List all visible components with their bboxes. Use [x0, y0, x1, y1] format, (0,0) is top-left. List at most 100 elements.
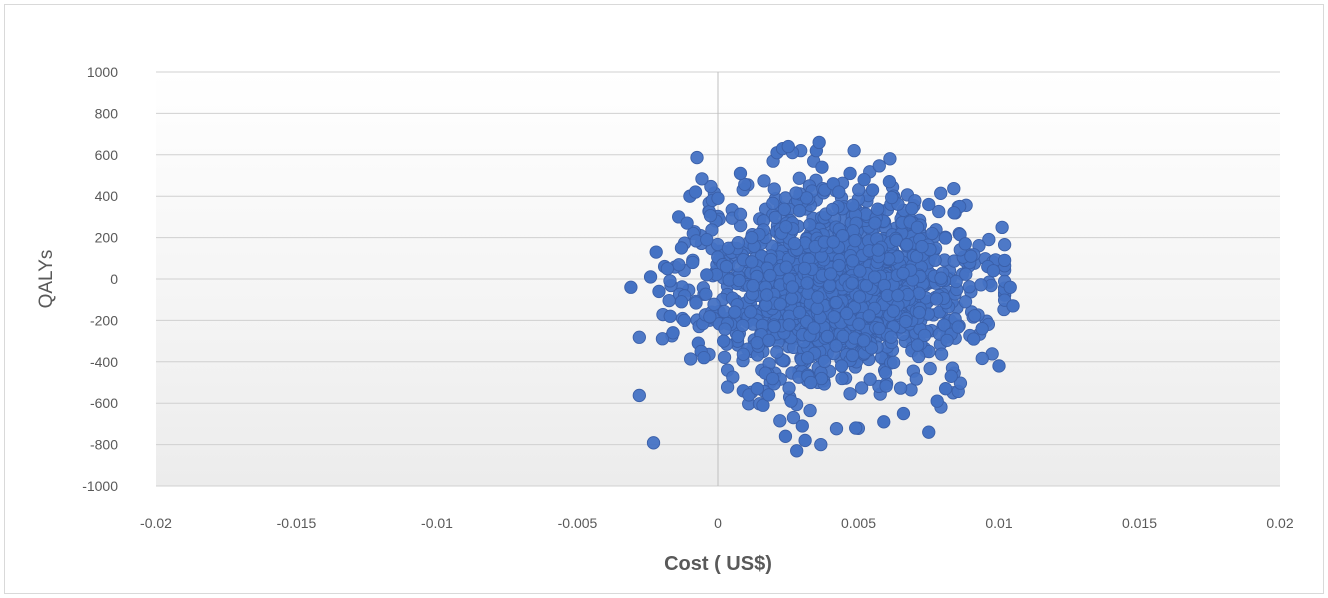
cloud-point — [982, 232, 996, 247]
data-point — [790, 444, 804, 458]
cloud-point — [695, 172, 709, 186]
y-tick-label: 0 — [110, 271, 118, 287]
cloud-point — [853, 264, 867, 278]
data-point — [792, 204, 807, 218]
data-points — [624, 135, 1020, 458]
cloud-point — [962, 280, 977, 294]
cloud-point — [646, 436, 661, 450]
data-point — [719, 259, 734, 274]
cloud-point — [947, 181, 961, 196]
cloud-point — [934, 347, 949, 361]
cloud-point — [959, 267, 973, 281]
cloud-point — [773, 414, 787, 428]
cloud-point — [703, 208, 718, 223]
y-axis-title: QALYs — [36, 250, 57, 309]
cloud-point — [792, 305, 807, 319]
data-point — [795, 419, 809, 433]
data-point — [711, 191, 725, 205]
data-point — [761, 388, 776, 402]
cloud-point — [997, 238, 1012, 252]
cloud-point — [847, 144, 861, 158]
cloud-point — [782, 318, 796, 332]
cloud-point — [925, 226, 939, 241]
cloud-point — [672, 258, 686, 272]
data-point — [750, 382, 764, 396]
data-point — [877, 415, 891, 429]
data-point — [652, 284, 666, 299]
data-point — [922, 197, 936, 212]
x-axis-title: Cost ( US$) — [664, 553, 772, 575]
cloud-point — [885, 190, 899, 205]
y-tick-label: -400 — [90, 354, 118, 370]
cloud-point — [762, 333, 776, 348]
data-point — [700, 233, 714, 247]
cloud-point — [811, 290, 825, 304]
cloud-point — [703, 310, 717, 324]
cloud-point — [704, 179, 718, 194]
cloud-point — [934, 186, 948, 200]
data-point — [857, 172, 871, 187]
data-point — [674, 241, 689, 255]
cloud-point — [810, 301, 824, 315]
data-point — [680, 216, 694, 230]
data-point — [975, 322, 989, 336]
cloud-point — [884, 330, 898, 344]
data-point — [660, 261, 675, 276]
cloud-point — [829, 339, 843, 353]
cloud-point — [803, 403, 817, 418]
cloud-point — [923, 361, 937, 376]
y-tick-label: 600 — [95, 147, 119, 163]
y-tick-label: -800 — [90, 437, 118, 453]
cloud-point — [817, 354, 832, 369]
cloud-point — [845, 254, 860, 268]
cloud-point — [825, 202, 840, 216]
cloud-point — [792, 171, 806, 185]
data-point — [756, 398, 770, 412]
cloud-point — [767, 182, 781, 196]
cloud-point — [900, 238, 914, 252]
data-point — [812, 135, 826, 150]
cloud-point — [720, 380, 735, 394]
x-tick-label: 0.005 — [841, 515, 876, 531]
data-point — [967, 332, 981, 346]
cloud-point — [785, 280, 800, 294]
cloud-point — [744, 305, 758, 319]
data-point — [624, 280, 638, 294]
cloud-point — [886, 304, 901, 318]
data-point — [745, 230, 759, 245]
x-tick-label: -0.015 — [277, 515, 317, 531]
cloud-point — [872, 321, 886, 336]
x-tick-label: 0.02 — [1266, 515, 1293, 531]
cloud-point — [797, 261, 812, 276]
cloud-point — [840, 306, 854, 321]
cloud-point — [975, 351, 989, 366]
cloud-point — [899, 314, 913, 329]
y-tick-label: -600 — [90, 395, 118, 411]
data-point — [666, 326, 680, 340]
cloud-point — [832, 258, 846, 273]
data-point — [922, 425, 936, 439]
cloud-point — [663, 274, 677, 288]
cloud-point — [718, 322, 732, 336]
data-point — [947, 206, 961, 220]
cloud-point — [911, 349, 926, 364]
data-point — [733, 166, 748, 181]
scatter-cloud — [632, 144, 1012, 452]
data-point — [964, 249, 978, 263]
x-tick-label: -0.01 — [421, 515, 453, 531]
cloud-point — [827, 310, 841, 324]
y-tick-label: 200 — [95, 230, 119, 246]
cloud-point — [886, 355, 901, 370]
cloud-point — [632, 388, 646, 403]
cloud-point — [863, 372, 877, 386]
cloud-point — [854, 381, 869, 395]
data-point — [958, 237, 972, 251]
cloud-point — [746, 279, 760, 293]
data-point — [1003, 280, 1017, 294]
cloud-point — [745, 255, 759, 269]
data-point — [778, 429, 793, 443]
cloud-point — [785, 292, 799, 306]
x-tick-labels: -0.02 -0.015 -0.01 -0.005 0 0.005 0.01 0.015 0.0… — [140, 515, 1294, 531]
cloud-point — [731, 329, 745, 344]
y-tick-label: -200 — [90, 312, 118, 328]
